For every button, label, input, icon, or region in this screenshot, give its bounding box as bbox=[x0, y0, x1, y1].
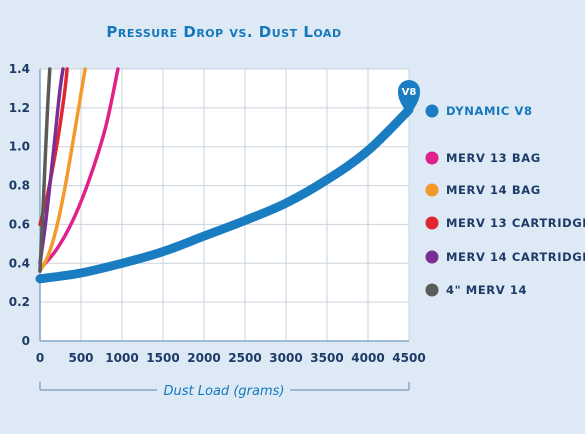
legend-swatch-4-merv-14 bbox=[425, 283, 439, 297]
legend-swatch-merv-14-cartridge bbox=[425, 250, 439, 264]
x-axis-label: Dust Load (grams) bbox=[164, 384, 285, 399]
v8-marker-pin bbox=[398, 80, 420, 115]
y-tick-label: 1.0 bbox=[9, 140, 30, 154]
legend-label-dynamic-v8: DYNAMIC V8 bbox=[446, 104, 533, 118]
series-line-merv-13-bag bbox=[38, 67, 120, 271]
y-tick-label: 0 bbox=[22, 334, 30, 348]
legend-label-merv-13-cartridge: MERV 13 CARTRIDGE bbox=[446, 216, 585, 230]
series-line-merv-14-bag bbox=[38, 67, 87, 273]
x-tick-label: 0 bbox=[36, 351, 44, 365]
legend-swatch-dynamic-v8 bbox=[425, 104, 439, 118]
v8-marker-label: V8 bbox=[402, 87, 417, 98]
y-tick-label: 0.6 bbox=[9, 217, 30, 231]
series-line-merv-14-cartridge bbox=[38, 67, 65, 266]
y-tick-label: 0.8 bbox=[9, 179, 30, 193]
y-tick-label: 0.2 bbox=[9, 295, 30, 309]
x-axis-label-group: Dust Load (grams) bbox=[39, 382, 410, 399]
x-tick-label: 2000 bbox=[187, 351, 220, 365]
x-tick-label: 3000 bbox=[269, 351, 302, 365]
legend: DYNAMIC V8 MERV 13 BAG MERV 14 BAG MERV 13 … bbox=[425, 104, 585, 297]
axes bbox=[39, 69, 409, 342]
x-tick-label: 1500 bbox=[146, 351, 179, 365]
legend-swatch-merv-14-bag bbox=[425, 183, 439, 197]
y-tick-label: 0.4 bbox=[9, 256, 30, 270]
plot-area bbox=[40, 69, 409, 341]
series-line-dynamic-v8 bbox=[35, 105, 414, 284]
series-lines bbox=[35, 67, 414, 284]
v8-marker: V8 bbox=[398, 80, 420, 115]
legend-label-merv-14-bag: MERV 14 BAG bbox=[446, 183, 541, 197]
y-tick-label: 1.4 bbox=[9, 62, 30, 76]
legend-label-4-merv-14: 4" MERV 14 bbox=[446, 283, 527, 297]
x-tick-label: 4500 bbox=[392, 351, 425, 365]
x-tick-label: 1000 bbox=[105, 351, 138, 365]
grid bbox=[39, 68, 410, 342]
series-line-4-merv-14 bbox=[38, 67, 52, 273]
legend-swatch-merv-13-bag bbox=[425, 151, 439, 165]
chart-title: Pressure Drop vs. Dust Load bbox=[106, 23, 341, 41]
x-tick-label: 4000 bbox=[351, 351, 384, 365]
x-tick-labels: 0 500 1000 1500 2000 2500 3000 3500 4000 4500 bbox=[36, 351, 426, 365]
y-tick-label: 1.2 bbox=[9, 101, 30, 115]
y-tick-labels: 0 0.2 0.4 0.6 0.8 1.0 1.2 1.4 bbox=[9, 62, 30, 348]
series-line-merv-13-cartridge bbox=[38, 67, 69, 227]
x-tick-label: 2500 bbox=[228, 351, 261, 365]
legend-label-merv-14-cartridge: MERV 14 CARTRIDGE bbox=[446, 250, 585, 264]
legend-label-merv-13-bag: MERV 13 BAG bbox=[446, 151, 541, 165]
legend-swatch-merv-13-cartridge bbox=[425, 216, 439, 230]
x-tick-label: 3500 bbox=[310, 351, 343, 365]
x-tick-label: 500 bbox=[68, 351, 93, 365]
